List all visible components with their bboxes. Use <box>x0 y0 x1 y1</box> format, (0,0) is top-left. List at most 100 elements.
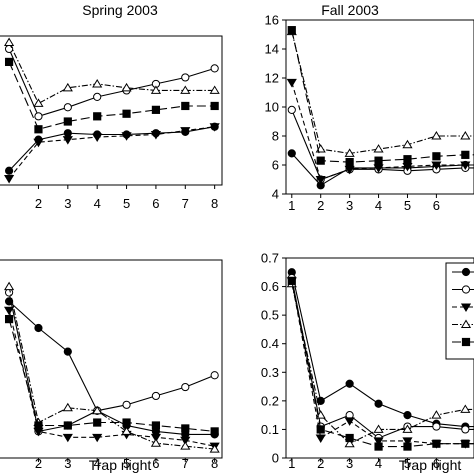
series-layer <box>286 268 474 451</box>
x-tick-label: 5 <box>123 196 130 211</box>
series-2-point <box>92 133 103 143</box>
series-2-point <box>315 176 326 185</box>
series-2-point <box>402 162 413 172</box>
legend <box>445 262 474 360</box>
series-4-point <box>93 112 102 121</box>
y-tick-label: 12 <box>265 71 279 86</box>
series-3-point <box>4 37 15 46</box>
series-2-point <box>121 132 132 141</box>
series-3-point <box>209 444 220 453</box>
y-tick-label: 0.6 <box>261 279 279 294</box>
x-tick-label: 7 <box>182 456 189 471</box>
x-tick-label: 2 <box>35 196 42 211</box>
series-2-point <box>180 436 191 446</box>
series-0-point <box>403 411 412 420</box>
legend-marker-4 <box>461 337 471 347</box>
series-layer <box>286 26 474 190</box>
series-4-point <box>345 433 354 443</box>
series-1-point <box>461 425 470 434</box>
plot-frame <box>285 257 474 459</box>
series-2-point <box>373 437 384 446</box>
series-2-point <box>373 164 384 173</box>
x-tick-label: 3 <box>346 198 353 213</box>
series-3-point <box>402 424 413 433</box>
series-1-line <box>291 277 474 439</box>
series-4-point <box>461 439 470 448</box>
series-4-point <box>210 427 219 436</box>
series-4-point <box>151 421 161 430</box>
series-4-point <box>461 150 470 159</box>
x-axis-label: Trap night <box>399 457 462 473</box>
series-1-line <box>8 292 215 433</box>
series-0-point <box>345 379 354 388</box>
series-4-point <box>122 418 131 427</box>
series-3-point <box>62 82 73 92</box>
series-3-point <box>402 139 413 149</box>
series-4-line <box>291 280 474 448</box>
series-4-point <box>210 101 219 111</box>
series-2-point <box>209 123 220 132</box>
plot-frame <box>0 35 223 186</box>
series-2-point <box>431 161 442 170</box>
series-4-point <box>316 425 325 434</box>
x-tick-label: 3 <box>64 456 71 471</box>
series-2-point <box>286 78 297 88</box>
series-4-point <box>432 439 441 448</box>
x-axis-label: Trap night <box>89 457 152 473</box>
series-2-line <box>291 82 474 181</box>
x-tick-label: 5 <box>404 456 411 471</box>
series-4-line <box>291 29 474 163</box>
x-tick-label: 3 <box>64 196 71 211</box>
x-tick-label: 6 <box>152 196 159 211</box>
y-tick-label: 0.3 <box>261 365 279 380</box>
series-1-point <box>34 112 43 121</box>
x-tick-label: 5 <box>123 456 130 471</box>
x-tick-label: 2 <box>35 456 42 471</box>
x-tick-label: 2 <box>317 456 324 471</box>
series-1-line <box>8 48 215 117</box>
x-tick-label: 7 <box>182 196 189 211</box>
series-4-point <box>122 109 131 118</box>
series-2-point <box>4 175 15 184</box>
series-0-point <box>4 166 14 175</box>
chart-title: Spring 2003 <box>82 2 158 18</box>
y-tick-label: 10 <box>265 100 279 115</box>
plot-frame <box>0 259 223 459</box>
series-2-point <box>344 417 355 426</box>
series-1-point <box>210 371 219 380</box>
series-4-point <box>287 26 296 35</box>
series-2-point <box>92 433 103 443</box>
series-3-point <box>121 426 132 435</box>
y-tick-label: 0 <box>272 451 279 466</box>
series-2-point <box>62 433 73 443</box>
series-3-line <box>291 31 474 154</box>
series-4-point <box>287 276 296 285</box>
series-3-point <box>121 82 132 92</box>
legend-marker-1 <box>461 285 471 294</box>
series-3-point <box>92 78 103 88</box>
series-4-point <box>403 155 412 164</box>
series-1-point <box>63 103 72 112</box>
series-3-point <box>4 281 15 291</box>
legend-marker-0 <box>461 267 471 277</box>
series-layer <box>4 281 220 453</box>
y-tick-label: 6 <box>272 158 279 173</box>
panel-bottom-right: 1 2 3 4 5 6 0 0.1 0.2 0.3 0.4 0.5 0.6 0.7 Trap night <box>261 251 474 473</box>
chart-title: Fall 2003 <box>321 2 379 18</box>
x-tick-label: 1 <box>288 456 295 471</box>
y-tick-label: 0.2 <box>261 393 279 408</box>
x-tick-label: 8 <box>211 456 218 471</box>
series-2-point <box>344 165 355 175</box>
series-1-point <box>287 105 296 115</box>
series-2-point <box>460 161 471 170</box>
series-1-point <box>210 64 219 73</box>
series-1-point <box>181 382 190 392</box>
series-3-point <box>150 85 162 94</box>
series-2-point <box>62 136 73 145</box>
y-tick-label: 8 <box>272 129 279 144</box>
series-1-point <box>93 92 102 101</box>
x-tick-label: 8 <box>211 196 218 211</box>
panel-spring-2003: Spring 2003 2 3 4 5 6 7 8 <box>0 2 223 211</box>
series-2-line <box>291 280 474 445</box>
series-4-point <box>63 421 72 430</box>
